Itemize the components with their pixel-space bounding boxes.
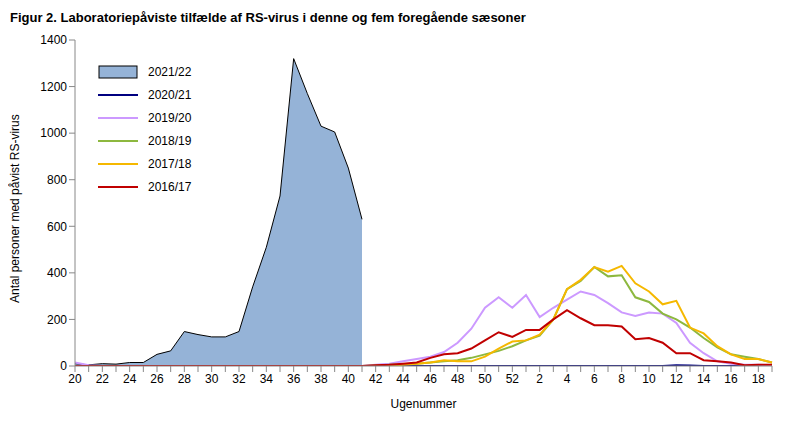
svg-text:48: 48 — [451, 372, 465, 386]
svg-text:46: 46 — [424, 372, 438, 386]
svg-text:400: 400 — [47, 266, 67, 280]
html-text:2019/20: 2019/20 — [148, 110, 192, 125]
html-text:2016/17: 2016/17 — [148, 179, 192, 194]
svg-text:1400: 1400 — [40, 33, 67, 47]
svg-text:24: 24 — [123, 372, 137, 386]
svg-text:2: 2 — [536, 372, 543, 386]
svg-text:40: 40 — [342, 372, 356, 386]
html-text:2017/18: 2017/18 — [148, 156, 192, 171]
svg-text:1000: 1000 — [40, 126, 67, 140]
svg-text:6: 6 — [591, 372, 598, 386]
svg-text:28: 28 — [178, 372, 192, 386]
svg-text:44: 44 — [396, 372, 410, 386]
svg-text:10: 10 — [642, 372, 656, 386]
svg-text:14: 14 — [697, 372, 711, 386]
html-text:Figur 2. Laboratoriepåviste ti: Figur 2. Laboratoriepåviste tilfælde af … — [10, 10, 526, 25]
svg-text:50: 50 — [478, 372, 492, 386]
svg-text:38: 38 — [314, 372, 328, 386]
svg-text:26: 26 — [150, 372, 164, 386]
svg-text:0: 0 — [60, 359, 67, 373]
svg-text:8: 8 — [618, 372, 625, 386]
html-text:2020/21: 2020/21 — [148, 87, 192, 102]
svg-text:16: 16 — [724, 372, 738, 386]
svg-text:12: 12 — [670, 372, 684, 386]
svg-text:200: 200 — [47, 313, 67, 327]
svg-text:18: 18 — [752, 372, 766, 386]
svg-text:42: 42 — [369, 372, 383, 386]
svg-text:800: 800 — [47, 173, 67, 187]
html-text:2021/22: 2021/22 — [148, 64, 192, 79]
svg-text:22: 22 — [96, 372, 110, 386]
svg-text:32: 32 — [232, 372, 246, 386]
svg-text:Antal personer med påvist RS-v: Antal personer med påvist RS-virus — [8, 114, 22, 303]
svg-text:30: 30 — [205, 372, 219, 386]
svg-text:52: 52 — [506, 372, 520, 386]
svg-text:34: 34 — [260, 372, 274, 386]
svg-text:600: 600 — [47, 220, 67, 234]
svg-text:Ugenummer: Ugenummer — [390, 397, 456, 411]
svg-text:1200: 1200 — [40, 80, 67, 94]
svg-text:20: 20 — [68, 372, 82, 386]
svg-text:4: 4 — [564, 372, 571, 386]
html-text:2018/19: 2018/19 — [148, 133, 192, 148]
svg-text:36: 36 — [287, 372, 301, 386]
